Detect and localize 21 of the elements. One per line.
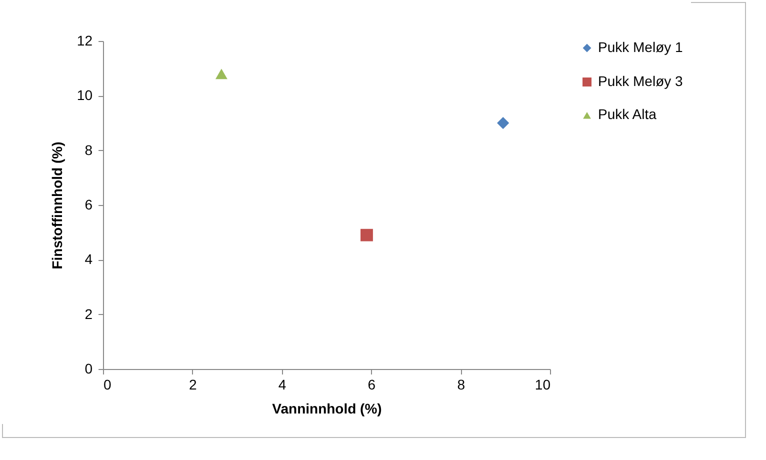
y-tick-label: 2 [84,306,93,322]
y-tick-label: 8 [84,142,93,158]
x-tick-label: 8 [457,376,466,392]
x-tick-label: 6 [368,376,376,392]
x-tick-label: 2 [189,376,197,392]
y-tick-label: 6 [84,196,93,212]
point [360,228,374,242]
x-tick-label: 4 [278,376,286,392]
y-axis-title: Finstoffinnhold (%) [48,142,65,270]
legend-label: Pukk Meløy 1 [598,39,684,55]
x-axis-title: Vanninnhold (%) [272,400,382,416]
legend-label: Pukk Meløy 3 [598,73,684,89]
x-tick-label: 0 [104,376,112,392]
y-tick-label: 12 [76,32,93,48]
point [214,68,228,80]
point [496,116,510,130]
legend-label: Pukk Alta [598,106,657,122]
y-tick-label: 0 [84,360,93,376]
x-tick-label: 10 [534,376,551,392]
y-tick-label: 4 [84,251,93,268]
y-tick-label: 10 [76,87,93,104]
